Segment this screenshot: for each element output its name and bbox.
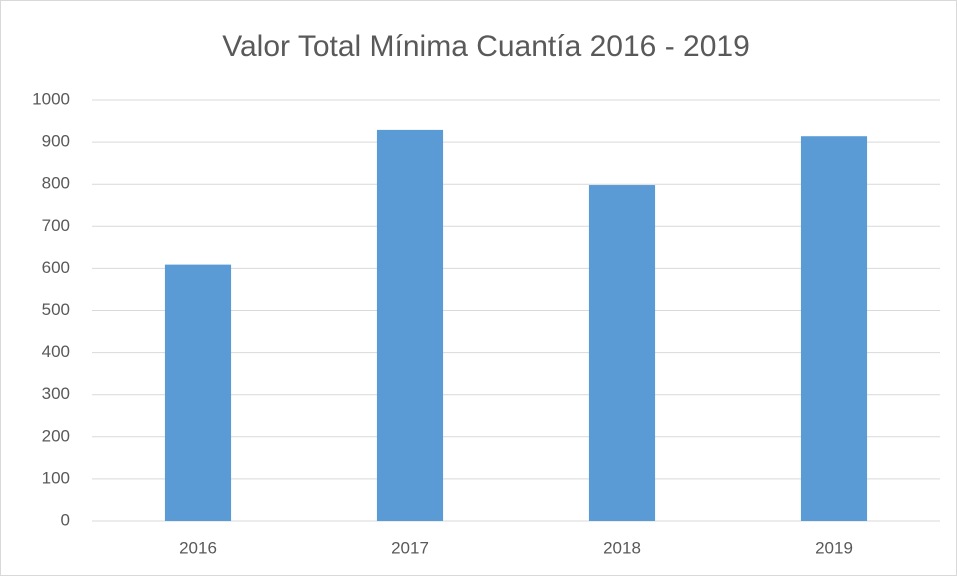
chart-title: Valor Total Mínima Cuantía 2016 - 2019 [222, 30, 750, 63]
y-tick-label: 1000 [32, 89, 70, 108]
y-tick-label: 0 [61, 510, 70, 529]
x-tick-label: 2018 [603, 538, 641, 557]
y-tick-label: 200 [42, 426, 70, 445]
x-tick-label: 2019 [815, 538, 853, 557]
bar [800, 136, 868, 521]
x-tick-label: 2017 [391, 538, 429, 557]
y-tick-label: 400 [42, 342, 70, 361]
y-tick-label: 500 [42, 300, 70, 319]
y-tick-label: 800 [42, 174, 70, 193]
y-tick-label: 100 [42, 468, 70, 487]
bar [376, 129, 444, 522]
y-tick-label: 900 [42, 132, 70, 151]
y-tick-label: 300 [42, 384, 70, 403]
y-tick-label: 600 [42, 258, 70, 277]
bar [588, 185, 656, 522]
bar [164, 264, 232, 521]
y-tick-label: 700 [42, 216, 70, 235]
x-tick-label: 2016 [179, 538, 217, 557]
